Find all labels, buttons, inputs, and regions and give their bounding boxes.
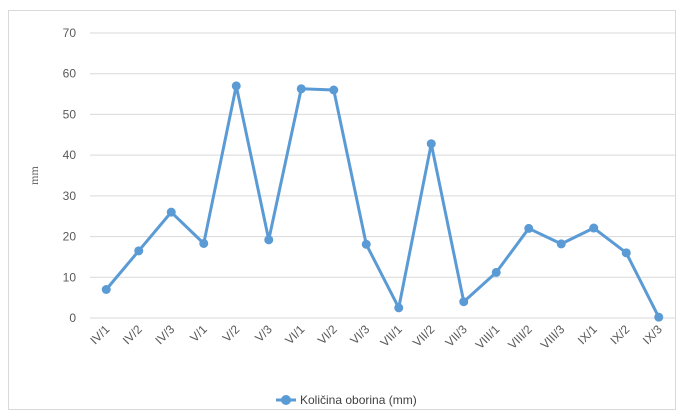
chart-area: [8, 10, 676, 410]
data-point-V-1: [199, 238, 209, 248]
data-point-VII-2: [426, 139, 436, 149]
legend-label: Količina oborina (mm): [300, 393, 417, 407]
x-tick-label-7: VI/2: [315, 322, 340, 347]
data-point-IV-2: [134, 246, 144, 256]
data-point-VIII-1: [491, 267, 501, 277]
x-tick-label-12: VIII/1: [473, 322, 503, 352]
x-tick-label-10: VII/2: [410, 322, 438, 350]
legend: Količina oborina (mm): [276, 393, 417, 407]
data-point-IX-3: [654, 312, 664, 322]
y-tick-label-30: 30: [63, 189, 77, 203]
x-tick-label-0: IV/1: [87, 322, 112, 347]
x-tick-label-1: IV/2: [120, 322, 145, 347]
series-layer: [101, 81, 664, 322]
data-point-VI-2: [329, 85, 339, 95]
y-axis-title: mm: [27, 166, 41, 185]
data-point-VI-1: [296, 84, 306, 94]
data-point-IX-2: [621, 248, 631, 258]
x-tick-label-11: VII/3: [443, 322, 471, 350]
series-line-0: [104, 84, 661, 319]
x-tick-label-15: IX/1: [575, 322, 600, 347]
x-tick-label-8: VI/3: [347, 322, 372, 347]
x-tick-label-17: IX/3: [640, 322, 665, 347]
data-point-IV-1: [101, 285, 111, 294]
y-tick-label-70: 70: [63, 26, 77, 40]
x-tick-label-9: VII/1: [378, 322, 406, 350]
x-tick-label-6: VI/1: [282, 322, 307, 347]
legend-point-marker: [281, 395, 291, 405]
data-point-VII-3: [459, 297, 469, 307]
y-tick-label-10: 10: [63, 270, 77, 284]
x-tick-label-2: IV/3: [152, 322, 177, 347]
data-point-VI-3: [361, 239, 371, 249]
y-tick-label-50: 50: [63, 107, 77, 121]
y-tick-label-20: 20: [63, 230, 77, 244]
x-tick-label-14: VIII/3: [538, 322, 568, 352]
y-tick-label-60: 60: [63, 67, 77, 81]
y-tick-label-40: 40: [63, 148, 77, 162]
y-axis-tick-labels: 0 10 20 30 40 50 60 70: [63, 26, 77, 325]
data-point-VII-1: [394, 303, 404, 313]
data-point-IX-1: [589, 223, 599, 233]
x-tick-label-16: IX/2: [607, 322, 632, 347]
data-point-V-3: [264, 235, 274, 245]
data-point-V-2: [231, 81, 241, 91]
data-point-VIII-3: [556, 239, 566, 249]
x-tick-label-3: V/1: [187, 322, 210, 345]
data-point-IV-3: [166, 207, 176, 217]
x-axis-tick-labels: IV/1 IV/2 IV/3 V/1 V/2 V/3 VI/1 VI/2 VI/3 VII/1 VI…: [87, 322, 665, 352]
data-point-VIII-2: [524, 223, 534, 233]
x-tick-label-5: V/3: [252, 322, 275, 345]
x-tick-label-13: VIII/2: [505, 322, 535, 352]
x-tick-label-4: V/2: [220, 322, 243, 345]
y-tick-label-0: 0: [69, 311, 76, 325]
gridlines: [90, 32, 675, 319]
